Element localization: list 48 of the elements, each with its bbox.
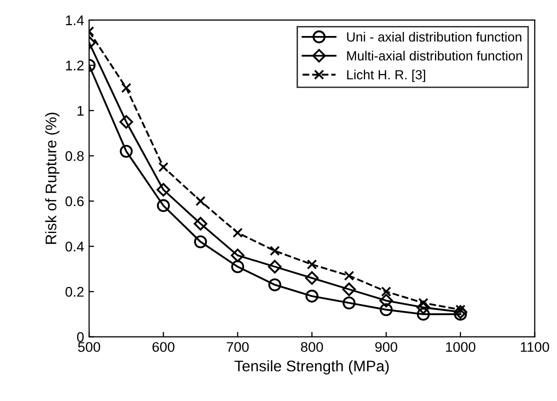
legend-label: Multi-axial distribution function [347, 50, 522, 61]
x-tick-label: 800 [300, 342, 323, 352]
point [306, 259, 317, 270]
y-tick-label: 1 [78, 106, 84, 116]
point [342, 296, 356, 310]
x-axis-title: Tensile Strength (MPa) [234, 360, 389, 374]
y-tick-label: 0.8 [65, 151, 84, 161]
point [268, 278, 282, 292]
point [119, 115, 134, 129]
point [305, 271, 319, 285]
point [344, 270, 354, 281]
x-tick-label: 900 [375, 342, 398, 352]
point [121, 82, 132, 94]
point [156, 199, 170, 212]
x-tick-label: 600 [152, 342, 174, 352]
legend-label: Uni - axial distribution function [347, 32, 522, 42]
y-tick-label: 0.2 [65, 286, 84, 297]
point [379, 294, 393, 308]
point [416, 300, 430, 314]
point [380, 303, 393, 316]
x-tick-label: 1000 [446, 342, 476, 352]
legend-label: Licht H. R. [3] [347, 70, 426, 82]
point [232, 228, 243, 238]
point [454, 305, 468, 319]
point [195, 196, 206, 206]
point [194, 216, 208, 230]
y-tick-label: 1.2 [66, 60, 84, 70]
point [158, 162, 168, 172]
y-tick-label: 0.4 [65, 242, 84, 252]
x-tick-label: 700 [226, 342, 249, 352]
point [120, 144, 133, 158]
point [305, 290, 318, 303]
point [454, 308, 467, 321]
y-tick-label: 1.4 [66, 16, 84, 26]
point [342, 282, 356, 296]
x-tick-label: 500 [78, 342, 100, 352]
point [381, 286, 392, 297]
point [416, 308, 430, 321]
y-tick-label: 0 [77, 332, 84, 342]
y-tick-label: 0.6 [65, 196, 84, 206]
point [230, 248, 244, 262]
point [231, 260, 244, 274]
point [156, 182, 170, 197]
point [268, 260, 282, 274]
point [194, 235, 207, 248]
y-axis-title: Risk of Rupture (%) [45, 112, 60, 244]
point [270, 246, 280, 256]
x-tick-label: 1100 [520, 342, 550, 352]
